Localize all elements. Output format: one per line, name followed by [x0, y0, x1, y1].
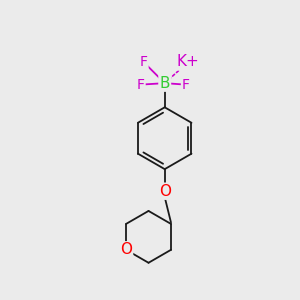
Text: K+: K+	[177, 55, 200, 70]
Text: O: O	[159, 184, 171, 199]
Text: F: F	[136, 78, 145, 92]
Text: F: F	[182, 78, 190, 92]
Text: F: F	[140, 55, 148, 69]
Text: O: O	[120, 242, 132, 257]
Text: B: B	[160, 76, 170, 91]
